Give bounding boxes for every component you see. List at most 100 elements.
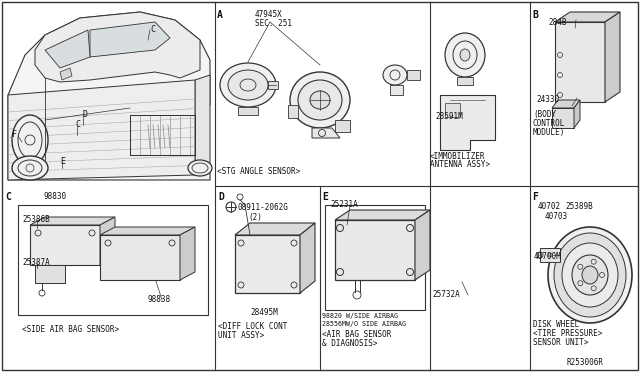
Polygon shape xyxy=(30,217,115,225)
Ellipse shape xyxy=(188,160,212,176)
Polygon shape xyxy=(288,105,298,118)
Text: E: E xyxy=(322,192,328,202)
Text: 28495M: 28495M xyxy=(250,308,278,317)
Text: 24330: 24330 xyxy=(536,95,559,104)
Ellipse shape xyxy=(12,115,48,165)
Text: <IMMOBILIZER: <IMMOBILIZER xyxy=(430,152,486,161)
Polygon shape xyxy=(235,235,300,293)
Polygon shape xyxy=(35,12,200,82)
Text: 40702: 40702 xyxy=(538,202,561,211)
Text: 40700M: 40700M xyxy=(534,252,562,261)
Polygon shape xyxy=(100,235,180,280)
Ellipse shape xyxy=(445,33,485,77)
Ellipse shape xyxy=(582,266,598,284)
Ellipse shape xyxy=(220,63,276,107)
Polygon shape xyxy=(335,120,350,132)
Polygon shape xyxy=(268,81,278,89)
Ellipse shape xyxy=(290,72,350,128)
Polygon shape xyxy=(605,12,620,102)
Polygon shape xyxy=(312,128,340,138)
Text: 98838: 98838 xyxy=(148,295,171,304)
Text: 28556MW/O SIDE AIRBAG: 28556MW/O SIDE AIRBAG xyxy=(322,321,406,327)
Text: <TIRE PRESSURE>: <TIRE PRESSURE> xyxy=(533,329,602,338)
Polygon shape xyxy=(552,108,574,128)
Text: 98820 W/SIDE AIRBAG: 98820 W/SIDE AIRBAG xyxy=(322,313,398,319)
Polygon shape xyxy=(415,210,430,280)
Ellipse shape xyxy=(12,156,48,180)
Ellipse shape xyxy=(298,80,342,120)
Text: 25732A: 25732A xyxy=(432,290,460,299)
Text: A: A xyxy=(217,10,223,20)
Text: <SIDE AIR BAG SENSOR>: <SIDE AIR BAG SENSOR> xyxy=(22,325,119,334)
Text: UNIT ASSY>: UNIT ASSY> xyxy=(218,331,264,340)
Polygon shape xyxy=(540,248,560,262)
Text: D: D xyxy=(82,110,87,119)
Polygon shape xyxy=(60,68,72,80)
Text: 40703: 40703 xyxy=(545,212,568,221)
Text: (BODY: (BODY xyxy=(533,110,556,119)
Text: B: B xyxy=(532,10,538,20)
Ellipse shape xyxy=(228,70,268,100)
Polygon shape xyxy=(335,210,430,220)
Ellipse shape xyxy=(548,227,632,323)
Text: 25386B: 25386B xyxy=(22,215,50,224)
Text: MODULE): MODULE) xyxy=(533,128,565,137)
Text: 28591M: 28591M xyxy=(435,112,463,121)
Text: F: F xyxy=(12,130,17,139)
Text: (2): (2) xyxy=(248,213,262,222)
Polygon shape xyxy=(45,30,90,68)
Text: CONTROL: CONTROL xyxy=(533,119,565,128)
Polygon shape xyxy=(390,85,403,95)
Polygon shape xyxy=(8,80,195,180)
Text: C: C xyxy=(75,120,80,129)
Text: 08911-2062G: 08911-2062G xyxy=(238,203,289,212)
Text: ANTENNA ASSY>: ANTENNA ASSY> xyxy=(430,160,490,169)
Text: 25389B: 25389B xyxy=(565,202,593,211)
Text: SENSOR UNIT>: SENSOR UNIT> xyxy=(533,338,589,347)
Text: <STG ANGLE SENSOR>: <STG ANGLE SENSOR> xyxy=(217,167,300,176)
Text: DISK WHEEL: DISK WHEEL xyxy=(533,320,579,329)
Polygon shape xyxy=(555,22,605,102)
Polygon shape xyxy=(300,223,315,293)
Polygon shape xyxy=(552,100,580,108)
Text: 25231A: 25231A xyxy=(330,200,358,209)
Polygon shape xyxy=(35,265,65,283)
Bar xyxy=(325,205,425,310)
Text: F: F xyxy=(532,192,538,202)
Polygon shape xyxy=(555,12,620,22)
Polygon shape xyxy=(180,227,195,280)
Polygon shape xyxy=(100,217,115,265)
Text: C: C xyxy=(5,192,11,202)
Polygon shape xyxy=(30,225,100,265)
Ellipse shape xyxy=(310,91,330,109)
Text: 98830: 98830 xyxy=(44,192,67,201)
Text: D: D xyxy=(218,192,224,202)
Polygon shape xyxy=(445,103,460,117)
Polygon shape xyxy=(574,100,580,128)
Polygon shape xyxy=(238,107,258,115)
Polygon shape xyxy=(440,95,495,150)
Polygon shape xyxy=(235,223,315,235)
Text: 25387A: 25387A xyxy=(22,258,50,267)
Text: E: E xyxy=(60,157,65,166)
Polygon shape xyxy=(407,70,420,80)
Polygon shape xyxy=(195,75,210,175)
Ellipse shape xyxy=(554,233,626,317)
Text: C: C xyxy=(150,25,155,34)
Text: 284B: 284B xyxy=(548,18,566,27)
Ellipse shape xyxy=(572,255,608,295)
Text: & DIAGNOSIS>: & DIAGNOSIS> xyxy=(322,339,378,348)
Text: 47945X: 47945X xyxy=(255,10,283,19)
Text: <DIFF LOCK CONT: <DIFF LOCK CONT xyxy=(218,322,287,331)
Bar xyxy=(18,205,208,315)
Bar xyxy=(130,115,195,155)
Polygon shape xyxy=(335,220,415,280)
Text: <AIR BAG SENSOR: <AIR BAG SENSOR xyxy=(322,330,392,339)
Polygon shape xyxy=(90,22,170,57)
Ellipse shape xyxy=(562,243,618,307)
Polygon shape xyxy=(457,77,473,85)
Ellipse shape xyxy=(383,65,407,85)
Polygon shape xyxy=(100,227,195,235)
Text: SEC. 251: SEC. 251 xyxy=(255,19,292,28)
Text: R253006R: R253006R xyxy=(567,358,604,367)
